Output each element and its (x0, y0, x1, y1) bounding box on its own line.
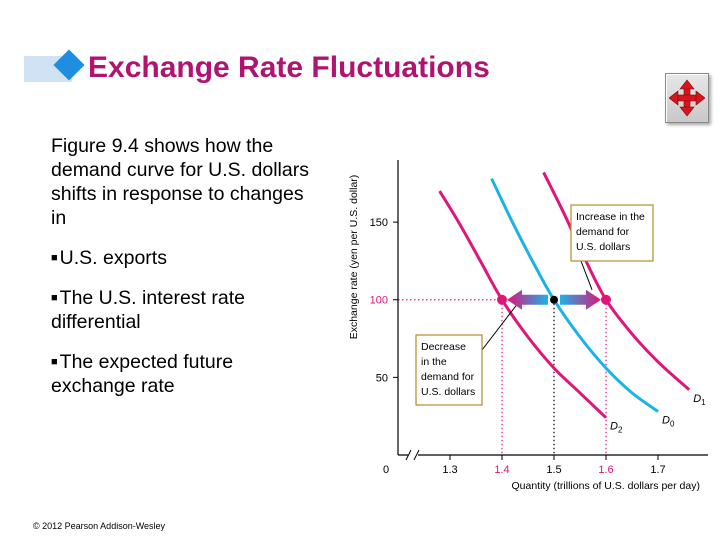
x-tick-label: 1.5 (546, 464, 561, 476)
equilibrium-points (497, 294, 611, 305)
axis-break-mark (413, 449, 420, 461)
navigation-button[interactable] (665, 73, 709, 123)
series-label-d0: D0 (662, 415, 675, 429)
annotation-text: U.S. dollars (576, 241, 630, 253)
annotation-box (415, 334, 483, 406)
origin-label: 0 (383, 464, 389, 476)
slide-title: Exchange Rate Fluctuations (88, 51, 490, 84)
annotation-box (570, 204, 654, 262)
tick-labels: 0 50 100 150 1.3 1.4 1.5 1.6 1.7 (370, 217, 666, 476)
bullet-item: The U.S. interest rate differential (51, 286, 311, 334)
y-tick-label: 50 (376, 372, 388, 384)
series-label-d1: D1 (693, 393, 706, 407)
annotation-text: U.S. dollars (421, 386, 475, 398)
x-tick-label: 1.4 (494, 464, 509, 476)
data-point (497, 294, 507, 305)
demand-curve-d2 (438, 190, 608, 419)
annotation-pointer (580, 260, 593, 290)
x-axis-label: Quantity (trillions of U.S. dollars per … (512, 480, 701, 492)
axis-break-mark (405, 449, 412, 461)
y-tick-label: 100 (370, 295, 388, 307)
right-shift-arrow (560, 289, 601, 310)
annotation-pointer (481, 305, 517, 351)
data-point (550, 295, 558, 304)
title-bar: Exchange Rate Fluctuations (24, 49, 524, 88)
annotations: Increase in the demand for U.S. dollars Dec… (415, 204, 654, 406)
body-text: Figure 9.4 shows how the demand curve fo… (51, 134, 311, 398)
copyright-footer: © 2012 Pearson Addison-Wesley (33, 521, 166, 531)
axes (393, 160, 708, 461)
four-arrows-icon (669, 79, 705, 117)
demand-chart: 0 50 100 150 1.3 1.4 1.5 1.6 1.7 D0 D1 D2 Increase… (348, 160, 708, 492)
guide-lines (398, 299, 607, 455)
bullet-item: The expected future exchange rate (51, 350, 311, 398)
x-tick-label: 1.6 (598, 464, 613, 476)
annotation-text: Increase in the (576, 211, 645, 223)
y-tick-label: 150 (370, 217, 388, 229)
series-label-d2: D2 (610, 421, 623, 435)
left-shift-arrow (507, 289, 548, 310)
y-axis-label: Exchange rate (yen per U.S. dollar) (348, 175, 360, 340)
annotation-text: Decrease (421, 341, 466, 353)
bullet-item: U.S. exports (51, 246, 311, 270)
data-point (601, 294, 611, 305)
annotation-text: demand for (421, 371, 475, 383)
axis-break-gap (408, 452, 418, 458)
demand-curve-d0 (490, 177, 659, 413)
shift-arrows (507, 289, 601, 310)
annotation-text: in the (421, 356, 447, 368)
annotation-text: demand for (576, 226, 630, 238)
intro-paragraph: Figure 9.4 shows how the demand curve fo… (51, 135, 309, 229)
x-tick-label: 1.3 (442, 464, 457, 476)
x-tick-label: 1.7 (650, 464, 665, 476)
